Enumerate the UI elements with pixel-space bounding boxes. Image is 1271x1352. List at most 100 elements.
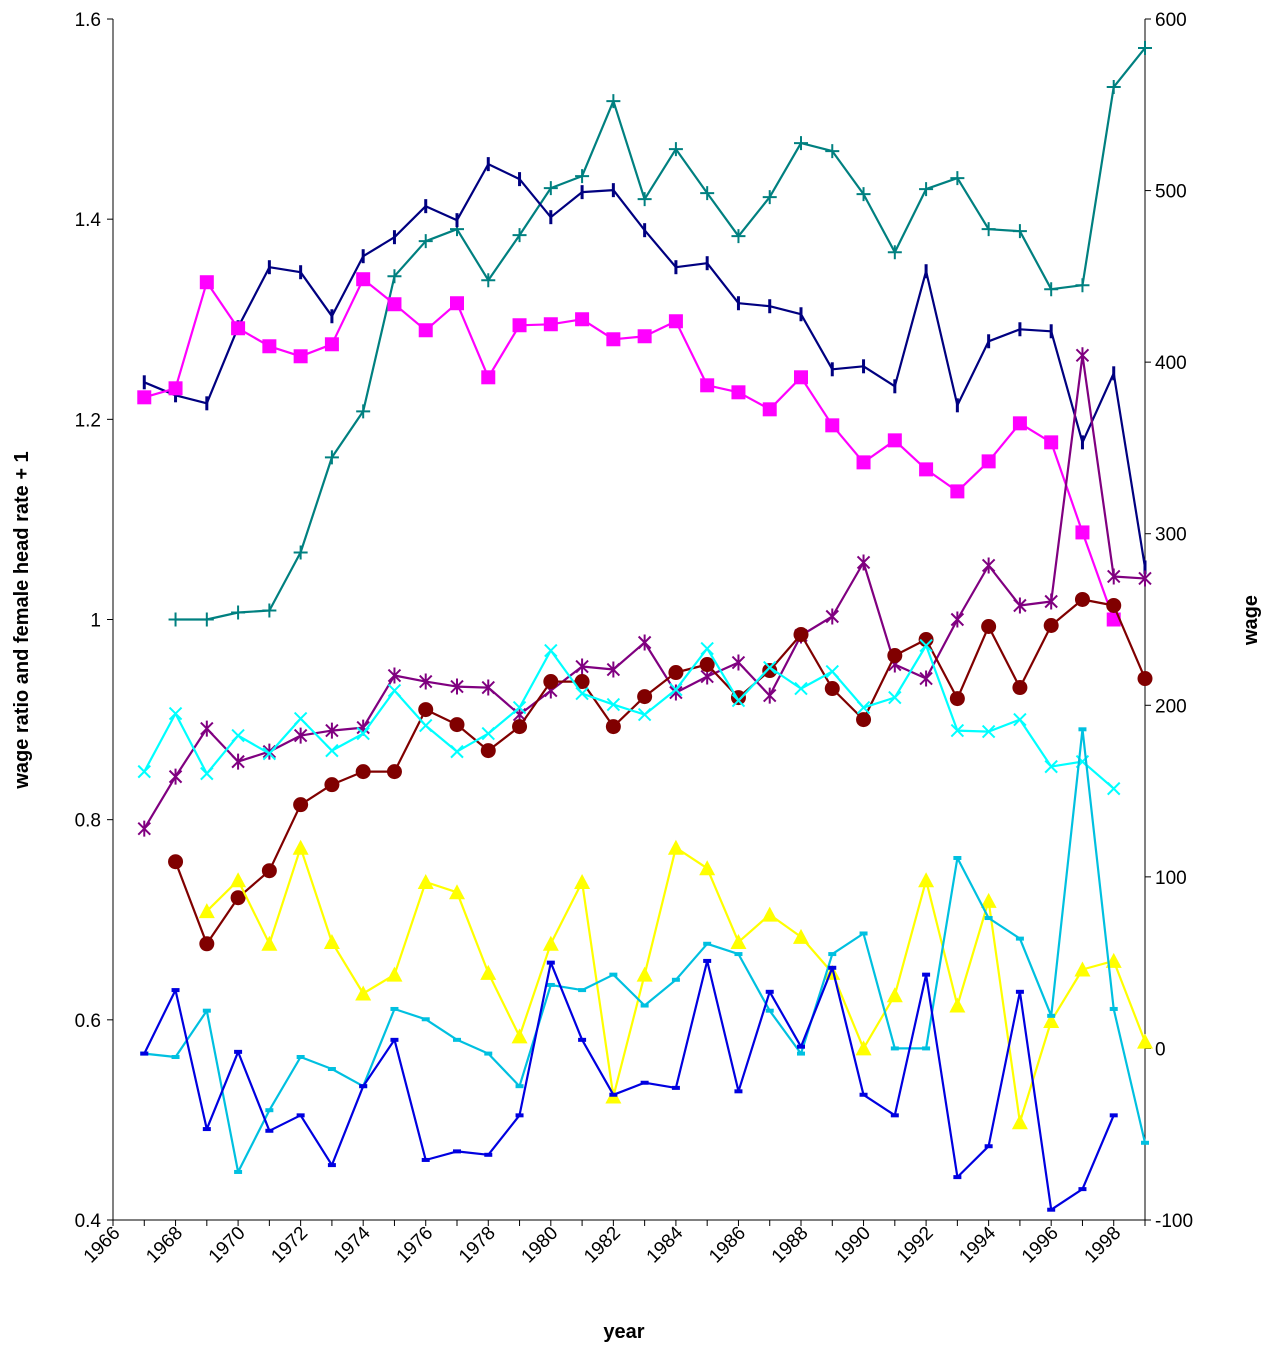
data-point [762,190,777,205]
data-point [637,192,652,207]
data-point [668,142,683,157]
data-point [918,632,934,648]
data-point [1043,1012,1060,1028]
data-point [574,874,591,890]
data-point [293,711,308,726]
data-point [731,693,746,708]
data-point [168,612,183,627]
data-point [419,718,433,733]
data-point [1107,568,1121,585]
data-point [950,484,965,499]
x-tick-label: 1984 [643,1222,688,1267]
data-point [1044,435,1059,450]
data-point [512,318,527,333]
data-point [261,863,277,879]
data-point [761,906,778,922]
data-point [293,727,308,744]
data-point [230,872,247,888]
series-line-0 [175,47,1146,621]
data-point [1106,80,1121,95]
data-point [1075,278,1090,293]
data-point [669,682,683,697]
x-tick-label: 1994 [955,1222,1000,1267]
data-point [981,557,996,574]
data-point [1012,224,1027,239]
data-point [856,455,871,470]
data-point [511,1028,528,1044]
y-right-tick-label: 600 [1155,10,1187,31]
data-point [856,712,872,728]
data-point [793,928,809,944]
data-point [794,136,808,151]
data-point [417,874,434,890]
x-tick-label: 1982 [580,1223,625,1268]
y-left-tick-label: 1.2 [75,410,101,431]
data-point [419,673,433,690]
data-point [919,638,933,653]
data-point [512,228,527,243]
x-tick-label: 1968 [142,1223,187,1268]
data-point [481,726,495,741]
data-point [919,670,933,687]
data-point [1075,525,1090,540]
data-point [981,222,996,237]
data-point [763,660,777,675]
data-point [855,1040,872,1056]
data-point [887,245,902,260]
data-point [606,94,621,109]
data-point [825,608,839,625]
data-point [386,764,402,780]
x-tick-label: 1972 [267,1223,312,1268]
data-point [512,719,528,735]
y-right-tick-label: 0 [1155,1039,1166,1060]
data-point [1075,347,1090,364]
data-point [418,702,434,718]
data-point [293,797,309,813]
data-point [1137,1033,1153,1049]
data-point [481,273,496,288]
data-point [699,657,715,673]
data-point [387,269,402,284]
data-point [199,275,214,290]
data-point [1011,1114,1028,1130]
axes [107,18,1151,1226]
data-point [449,717,465,733]
data-point [668,314,683,329]
y-left-tick-label: 1.6 [75,10,101,31]
data-point [199,936,215,952]
data-point [1106,597,1122,613]
data-point [449,884,465,900]
data-point [575,686,589,701]
data-point [481,679,495,696]
data-point [700,186,715,201]
data-point [1013,712,1027,727]
data-point [731,385,746,400]
data-point [825,144,840,159]
y-left-tick-label: 0.8 [75,811,101,832]
series-8 [140,958,1118,1212]
data-point [386,966,403,982]
data-point [794,681,808,696]
data-point [1074,961,1091,977]
x-tick-label: 1978 [455,1223,500,1268]
data-point [919,182,934,197]
data-point [700,641,714,656]
data-point [888,690,902,705]
data-point [887,433,902,448]
data-point [981,454,996,469]
data-point [981,619,997,635]
y-left-tick-label: 0.6 [75,1011,101,1032]
series-2 [137,272,1121,627]
data-point [543,317,558,332]
data-point [949,997,966,1013]
x-tick-label: 1974 [330,1222,375,1267]
data-point [886,987,903,1003]
data-point [480,743,496,759]
data-point [1074,591,1090,607]
series-0 [168,41,1152,627]
x-tick-label: 1970 [205,1223,250,1268]
data-point [1044,759,1058,774]
data-point [763,687,777,704]
data-point [699,860,716,876]
y-right-tick-label: 200 [1155,696,1187,717]
